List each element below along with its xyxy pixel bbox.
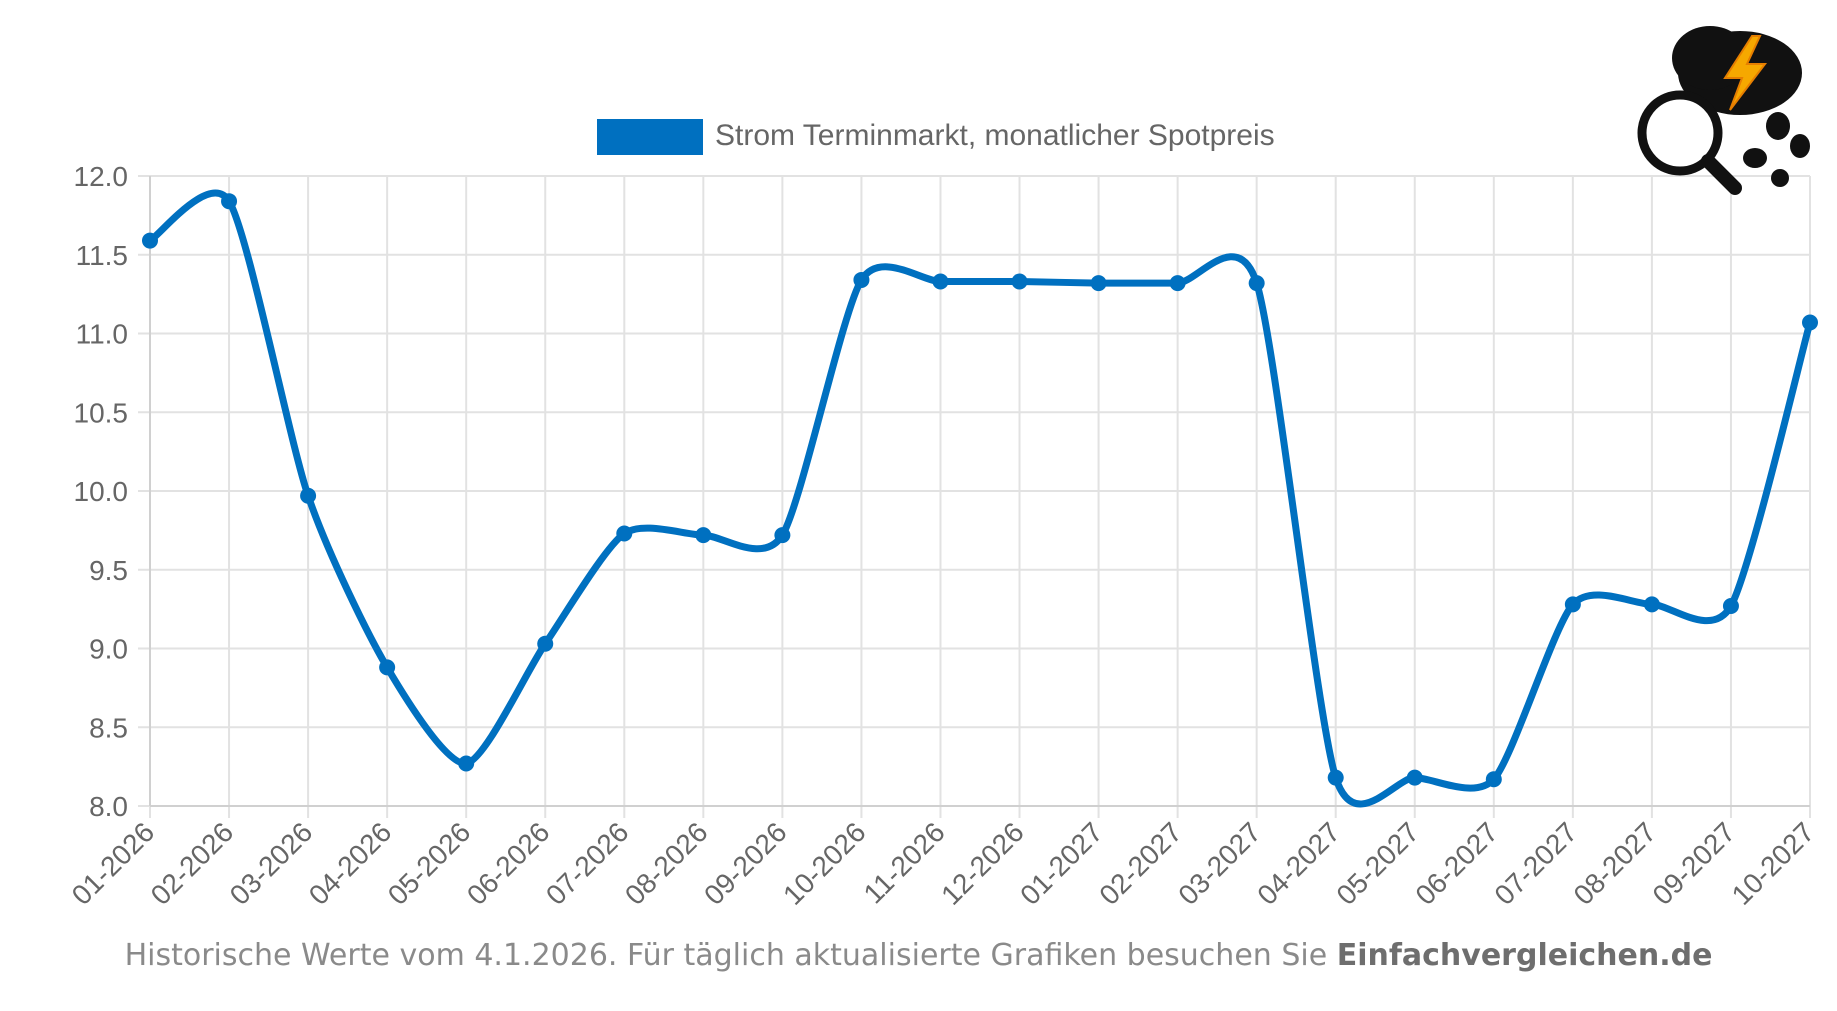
magnifier-lightning-cloud-icon bbox=[1637, 26, 1810, 195]
x-tick-label: 07-2026 bbox=[540, 816, 635, 911]
footer-brand: Einfachvergleichen.de bbox=[1336, 938, 1713, 973]
data-point[interactable] bbox=[1327, 769, 1344, 786]
data-point[interactable] bbox=[458, 755, 475, 772]
x-tick-label: 08-2026 bbox=[619, 816, 714, 911]
x-tick-label: 08-2027 bbox=[1568, 816, 1663, 911]
data-point[interactable] bbox=[300, 487, 317, 504]
data-point[interactable] bbox=[537, 635, 554, 652]
y-tick-label: 9.0 bbox=[89, 634, 128, 665]
legend-swatch bbox=[597, 119, 703, 155]
x-tick-label: 01-2026 bbox=[66, 816, 161, 911]
y-tick-label: 10.0 bbox=[74, 476, 129, 507]
y-tick-label: 11.5 bbox=[76, 240, 128, 271]
x-tick-label: 04-2026 bbox=[303, 816, 398, 911]
x-tick-label: 12-2026 bbox=[935, 816, 1030, 911]
x-tick-label: 10-2026 bbox=[777, 816, 872, 911]
y-tick-label: 8.0 bbox=[89, 791, 128, 822]
x-tick-label: 03-2026 bbox=[224, 816, 319, 911]
data-point[interactable] bbox=[1802, 314, 1818, 331]
data-point[interactable] bbox=[1485, 771, 1502, 788]
series-line bbox=[147, 189, 1814, 808]
x-tick-label: 05-2026 bbox=[382, 816, 477, 911]
y-tick-label: 8.5 bbox=[89, 712, 128, 743]
x-axis-ticks: 01-202602-202603-202604-202605-202606-20… bbox=[66, 816, 1821, 911]
footer-note: Historische Werte vom 4.1.2026. Für tägl… bbox=[0, 938, 1837, 973]
legend-label: Strom Terminmarkt, monatlicher Spotpreis bbox=[715, 119, 1275, 152]
x-tick-label: 01-2027 bbox=[1014, 816, 1109, 911]
x-tick-label: 03-2027 bbox=[1172, 816, 1267, 911]
raindrops-icon bbox=[1743, 112, 1810, 187]
data-point[interactable] bbox=[221, 193, 238, 210]
x-tick-label: 02-2027 bbox=[1093, 816, 1188, 911]
x-tick-label: 11-2026 bbox=[858, 816, 951, 909]
data-point[interactable] bbox=[379, 659, 396, 676]
x-tick-label: 07-2027 bbox=[1489, 816, 1584, 911]
data-point[interactable] bbox=[1169, 275, 1186, 292]
y-axis-ticks: 12.0 11.5 11.0 10.5 10.0 9.5 9.0 8.5 8.0 bbox=[74, 161, 129, 822]
magnifier-icon bbox=[1637, 90, 1742, 195]
data-point[interactable] bbox=[1090, 275, 1107, 292]
data-point[interactable] bbox=[142, 232, 158, 249]
data-point[interactable] bbox=[932, 273, 949, 290]
data-point[interactable] bbox=[695, 527, 712, 544]
data-point[interactable] bbox=[1248, 275, 1265, 292]
x-tick-label: 04-2027 bbox=[1251, 816, 1346, 911]
grid bbox=[138, 175, 1811, 818]
storm-cloud-icon bbox=[1672, 26, 1802, 115]
data-point[interactable] bbox=[1011, 273, 1028, 290]
data-point[interactable] bbox=[774, 527, 791, 544]
x-tick-label: 02-2026 bbox=[145, 816, 240, 911]
y-tick-label: 12.0 bbox=[74, 161, 129, 192]
x-tick-label: 05-2027 bbox=[1330, 816, 1425, 911]
data-point[interactable] bbox=[853, 271, 870, 288]
legend: Strom Terminmarkt, monatlicher Spotpreis bbox=[597, 119, 1275, 155]
footer-text: Historische Werte vom 4.1.2026. Für tägl… bbox=[124, 938, 1337, 973]
x-tick-label: 09-2027 bbox=[1647, 816, 1742, 911]
data-point[interactable] bbox=[1643, 596, 1660, 613]
data-point[interactable] bbox=[616, 525, 633, 542]
data-point[interactable] bbox=[1722, 597, 1739, 614]
y-tick-label: 11.0 bbox=[76, 319, 128, 350]
data-point[interactable] bbox=[1406, 769, 1423, 786]
y-tick-label: 9.5 bbox=[89, 555, 128, 586]
y-tick-label: 10.5 bbox=[74, 397, 129, 428]
x-tick-label: 06-2027 bbox=[1409, 816, 1504, 911]
x-tick-label: 09-2026 bbox=[698, 816, 793, 911]
data-point[interactable] bbox=[1564, 596, 1581, 613]
x-tick-label: 10-2027 bbox=[1726, 816, 1821, 911]
series-group bbox=[142, 189, 1818, 808]
x-tick-label: 06-2026 bbox=[461, 816, 556, 911]
